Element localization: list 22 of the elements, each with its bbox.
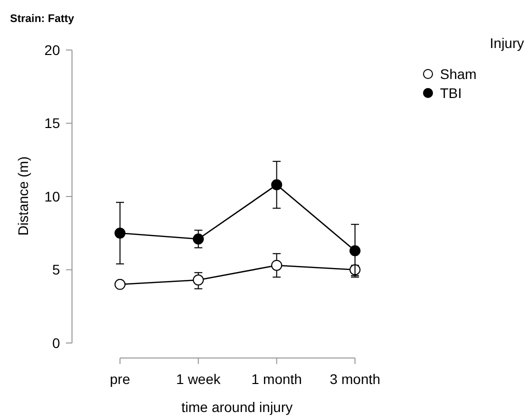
y-axis-title: Distance (m): [15, 156, 31, 236]
point: [114, 278, 126, 290]
point: [350, 245, 360, 256]
x-tick-label: pre: [110, 371, 130, 387]
chart-title: Strain: Fatty: [10, 13, 76, 25]
point: [192, 274, 204, 286]
x-tick-label: 1 month: [251, 371, 302, 387]
point: [114, 228, 126, 239]
legend-label: TBI: [440, 84, 462, 101]
x-axis-title: time around injury: [181, 399, 293, 415]
y-tick-label: 15: [44, 115, 60, 132]
point: [192, 233, 204, 244]
y-tick-label: 5: [52, 262, 60, 278]
point: [271, 260, 282, 271]
point: [271, 179, 282, 190]
y-tick-label: 10: [44, 188, 60, 204]
y-tick-label: 20: [44, 42, 60, 58]
legend-title: Injury: [490, 35, 524, 51]
x-tick-label: 1 week: [176, 371, 222, 387]
x-tick-label: 3 month: [330, 371, 380, 387]
y-tick-label: 0: [52, 334, 60, 351]
legend-label: Sham: [440, 66, 477, 82]
